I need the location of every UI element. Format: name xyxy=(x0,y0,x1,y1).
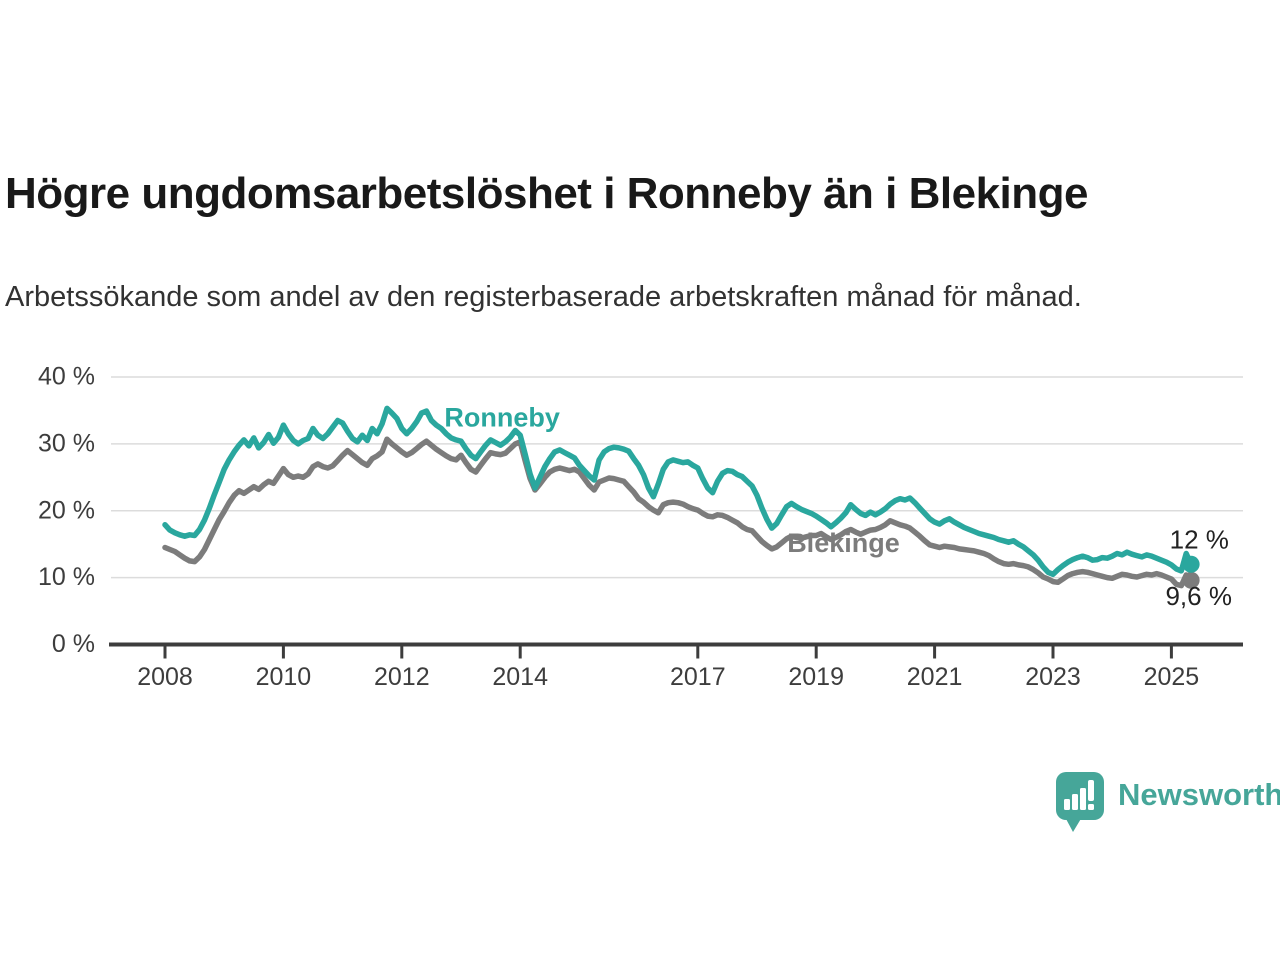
logo-bar-3 xyxy=(1080,788,1086,810)
series-line-blekinge xyxy=(162,436,1194,589)
x-tick-label-2025: 2025 xyxy=(1144,663,1200,691)
newsworthy-logo-icon xyxy=(1056,772,1104,832)
x-tick-label-2012: 2012 xyxy=(374,663,430,691)
logo-bubble-tail xyxy=(1065,817,1082,832)
series-label-blekinge: Blekinge xyxy=(787,528,900,558)
end-value-label-ronneby: 12 % xyxy=(1170,524,1229,554)
brand-name: Newsworthy xyxy=(1118,777,1280,812)
logo-exclamation-dot xyxy=(1088,804,1094,810)
x-tick-label-2019: 2019 xyxy=(788,663,844,691)
series-end-dot-blekinge xyxy=(1182,571,1200,589)
series-label-ronneby: Ronneby xyxy=(444,402,560,432)
y-tick-label-40: 40 % xyxy=(38,363,95,391)
y-tick-label-30: 30 % xyxy=(38,429,95,457)
series-end-dot-ronneby xyxy=(1182,555,1200,573)
end-value-label-blekinge: 9,6 % xyxy=(1165,581,1232,611)
x-tick-label-2008: 2008 xyxy=(137,663,193,691)
logo-bar-2 xyxy=(1072,794,1078,810)
x-tick-label-2014: 2014 xyxy=(492,663,548,691)
x-tick-label-2010: 2010 xyxy=(256,663,312,691)
y-tick-label-10: 10 % xyxy=(38,563,95,591)
x-tick-label-2023: 2023 xyxy=(1025,663,1081,691)
y-tick-label-0: 0 % xyxy=(52,630,95,658)
series-line-ronneby xyxy=(162,405,1194,578)
page-subtitle: Arbetssökande som andel av den registerb… xyxy=(5,281,1082,313)
x-tick-label-2021: 2021 xyxy=(907,663,963,691)
y-tick-label-20: 20 % xyxy=(38,496,95,524)
logo-exclamation-bar xyxy=(1088,780,1094,801)
newsworthy-brand: Newsworthy xyxy=(1055,771,1280,833)
x-tick-label-2017: 2017 xyxy=(670,663,726,691)
page-title: Högre ungdomsarbetslöshet i Ronneby än i… xyxy=(5,169,1089,219)
logo-bar-1 xyxy=(1064,799,1070,810)
